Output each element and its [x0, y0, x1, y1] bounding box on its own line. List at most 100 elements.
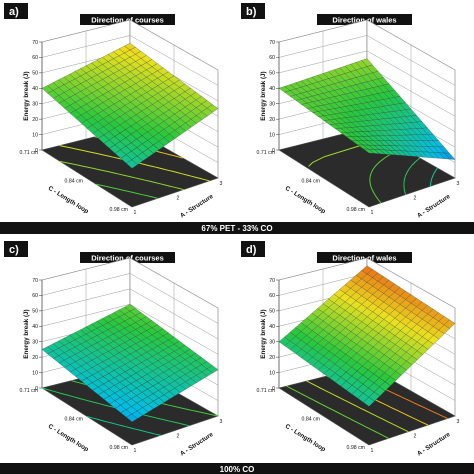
z-tick-label: 10 — [32, 132, 38, 138]
panel-label: b) — [246, 6, 257, 18]
x-tick-label: 1 — [371, 448, 374, 454]
y-tick-label: 0.71 cm — [257, 150, 275, 156]
z-tick-label: 50 — [269, 71, 275, 77]
z-tick-label: 30 — [32, 340, 38, 346]
z-tick-label: 70 — [32, 40, 38, 46]
panel-2: b) Direction of wales 0 10 20 30 40 50 60 70 Energ… — [241, 3, 460, 220]
wall-gridline — [41, 273, 219, 324]
floor-contour — [306, 380, 409, 433]
y-tick-label: 0.71 cm — [20, 388, 38, 394]
panel-label: d) — [246, 244, 257, 256]
y-axis-label: C - Length loop — [284, 185, 327, 215]
z-axis-label: Energy break (J) — [260, 309, 267, 358]
z-tick-label: 40 — [269, 324, 275, 330]
panel-label-bg — [241, 241, 265, 257]
chart-title-bg — [80, 14, 175, 25]
chart-title-bg — [80, 252, 175, 263]
panel-label: c) — [9, 244, 19, 256]
surface-cell — [126, 159, 138, 169]
chart-title: Direction of wales — [332, 16, 396, 25]
panel-label-bg — [4, 241, 28, 257]
panel-label-bg — [241, 3, 265, 19]
z-tick-label: 70 — [269, 40, 275, 46]
panel-label-bg — [4, 3, 28, 19]
z-tick-label: 30 — [269, 340, 275, 346]
y-tick-label: 0.84 cm — [65, 179, 83, 185]
band-1-text: 67% PET - 33% CO — [201, 224, 272, 233]
z-tick-label: 10 — [269, 370, 275, 376]
z-tick-label: 10 — [269, 132, 275, 138]
band-2-text: 100% CO — [220, 465, 255, 474]
floor-contour — [86, 416, 161, 436]
chart-title-bg — [317, 252, 412, 263]
surface-cell — [126, 413, 138, 423]
z-tick-label: 0 — [35, 148, 38, 154]
x-axis-label: A - Structure — [416, 193, 452, 220]
z-tick-label: 30 — [269, 102, 275, 108]
x-tick-label: 1 — [134, 210, 137, 216]
y-tick-label: 0.98 cm — [347, 445, 365, 451]
y-tick-label: 0.84 cm — [302, 179, 320, 185]
z-tick-label: 70 — [269, 278, 275, 284]
wall-gridline — [278, 257, 456, 309]
wall-gridline — [41, 257, 219, 309]
floor-contour — [429, 167, 438, 187]
z-tick-label: 30 — [32, 102, 38, 108]
z-tick-label: 20 — [269, 117, 275, 123]
floor — [278, 127, 456, 208]
z-tick-label: 20 — [32, 117, 38, 123]
z-tick-label: 40 — [32, 86, 38, 92]
z-tick-label: 60 — [269, 293, 275, 299]
z-tick-label: 20 — [269, 355, 275, 361]
z-tick-label: 40 — [269, 86, 275, 92]
z-tick-label: 50 — [269, 309, 275, 315]
y-axis-label: C - Length loop — [47, 423, 90, 453]
panel-3: c) Direction of courses 0 10 20 30 40 50 60 70 Ene… — [4, 241, 223, 458]
z-tick-label: 0 — [272, 386, 275, 392]
floor-contour — [286, 385, 389, 439]
surface-cell — [362, 148, 375, 154]
chart-title: Direction of wales — [332, 254, 396, 263]
y-axis-label: C - Length loop — [284, 423, 327, 453]
band-1-background — [0, 222, 474, 234]
wall-gridline — [41, 288, 219, 340]
band-2-background — [0, 463, 474, 474]
x-tick-label: 3 — [220, 181, 223, 187]
z-tick-label: 60 — [269, 55, 275, 61]
y-tick-label: 0.98 cm — [347, 207, 365, 213]
y-tick-label: 0.98 cm — [110, 207, 128, 213]
floor-contour — [369, 147, 403, 204]
x-tick-label: 2 — [177, 196, 180, 202]
z-tick-label: 0 — [35, 386, 38, 392]
floor-contour — [403, 157, 421, 195]
z-tick-label: 70 — [32, 278, 38, 284]
wall-gridline — [278, 19, 456, 71]
x-tick-label: 3 — [457, 419, 460, 425]
z-tick-label: 60 — [32, 55, 38, 61]
z-axis-label: Energy break (J) — [260, 71, 267, 120]
x-tick-label: 2 — [414, 196, 417, 202]
x-tick-label: 3 — [220, 419, 223, 425]
x-axis-label: A - Structure — [179, 193, 215, 220]
z-tick-label: 50 — [32, 309, 38, 315]
panel-1: a) Direction of courses 0 10 20 30 40 50 60 70 Ene… — [4, 3, 223, 220]
surface-cell — [363, 397, 375, 407]
y-axis-label: C - Length loop — [47, 185, 90, 215]
x-axis-label: A - Structure — [416, 431, 452, 458]
y-tick-label: 0.84 cm — [65, 417, 83, 423]
wall-gridline — [41, 35, 219, 86]
floor-contour — [59, 160, 184, 191]
x-tick-label: 1 — [134, 448, 137, 454]
chart-title-bg — [317, 14, 412, 25]
z-tick-label: 50 — [32, 71, 38, 77]
chart-title: Direction of courses — [91, 254, 164, 263]
chart-title: Direction of courses — [91, 16, 164, 25]
z-tick-label: 10 — [32, 370, 38, 376]
z-axis-label: Energy break (J) — [23, 71, 30, 120]
x-tick-label: 2 — [177, 434, 180, 440]
y-tick-label: 0.71 cm — [257, 388, 275, 394]
wall-gridline — [278, 35, 456, 86]
z-tick-label: 60 — [32, 293, 38, 299]
y-tick-label: 0.98 cm — [110, 445, 128, 451]
panel-4: d) Direction of wales 0 10 20 30 40 50 60 70 Energ… — [241, 241, 460, 458]
